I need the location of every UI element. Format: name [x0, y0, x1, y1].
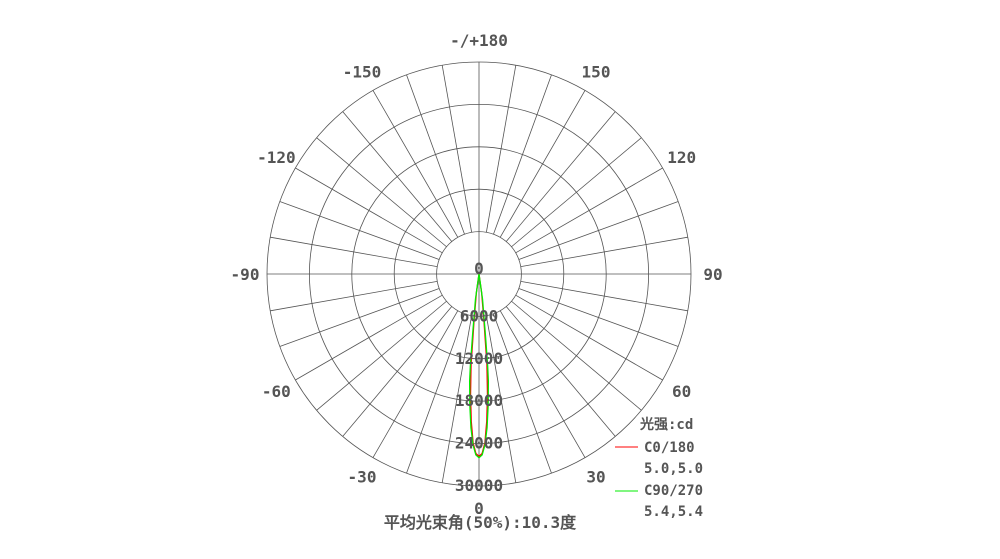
angle-label: -150 — [343, 62, 382, 81]
grid-spoke — [342, 111, 453, 242]
angle-label: 0 — [474, 499, 484, 518]
grid-spoke — [515, 167, 663, 254]
grid-spoke — [441, 65, 473, 233]
grid-spoke — [493, 74, 552, 235]
radial-tick-label: 18000 — [455, 391, 503, 410]
grid-spoke — [518, 288, 679, 347]
angle-label: 90 — [703, 265, 722, 284]
grid-spoke — [515, 294, 663, 381]
grid-spoke — [485, 65, 517, 233]
legend-series-c0-angles: 5.0,5.0 — [644, 461, 703, 477]
grid-spoke — [279, 288, 440, 347]
grid-spoke — [295, 167, 443, 254]
legend-series-c90-angles: 5.4,5.4 — [644, 504, 703, 520]
grid-spoke — [406, 313, 465, 474]
angle-label: 60 — [672, 382, 691, 401]
grid-spoke — [270, 236, 438, 268]
grid-spoke — [499, 310, 586, 458]
grid-spoke — [316, 300, 447, 411]
radial-tick-label: 0 — [474, 259, 484, 278]
grid-spoke — [511, 137, 642, 248]
radial-tick-label: 6000 — [460, 306, 499, 325]
grid-spoke — [518, 201, 679, 260]
grid-spoke — [270, 280, 438, 312]
legend-unit-label: 光强:cd — [639, 416, 693, 433]
grid-spoke — [505, 111, 616, 242]
radial-tick-label: 30000 — [455, 476, 503, 495]
grid-spoke — [520, 280, 688, 312]
legend-series-c90-name: C90/270 — [644, 483, 703, 499]
radial-tick-label: 12000 — [455, 349, 503, 368]
grid-spoke — [505, 306, 616, 437]
angle-label: 150 — [582, 62, 611, 81]
grid-spoke — [493, 313, 552, 474]
angle-labels: -/+180 150 120 90 60 30 0 -30 -60 -90 -120 -150 — [231, 31, 723, 518]
polar-grid — [266, 61, 692, 487]
radial-tick-label: 24000 — [455, 434, 503, 453]
angle-label: -/+180 — [450, 31, 508, 50]
grid-spoke — [372, 90, 459, 238]
grid-spoke — [372, 310, 459, 458]
chart-title: 平均光束角(50%):10.3度 — [384, 513, 577, 532]
grid-spoke — [520, 236, 688, 268]
grid-spoke — [295, 294, 443, 381]
series-curves — [468, 273, 490, 459]
radial-tick-labels: 0 6000 12000 18000 24000 30000 — [455, 259, 503, 495]
angle-label: -30 — [348, 468, 377, 487]
grid-spoke — [499, 90, 586, 238]
legend-series-c0-name: C0/180 — [644, 440, 695, 456]
angle-label: -60 — [262, 382, 291, 401]
grid-spoke — [342, 306, 453, 437]
legend: 光强:cd C0/180 5.0,5.0 C90/270 5.4,5.4 — [615, 416, 703, 520]
grid-spoke — [316, 137, 447, 248]
series-curve-1 — [468, 273, 490, 459]
grid-spoke — [406, 74, 465, 235]
grid-spoke — [441, 315, 473, 483]
grid-spoke — [279, 201, 440, 260]
grid-spoke — [511, 300, 642, 411]
angle-label: -90 — [231, 265, 260, 284]
angle-label: 30 — [586, 468, 605, 487]
angle-label: 120 — [667, 148, 696, 167]
grid-spoke — [485, 315, 517, 483]
angle-label: -120 — [257, 148, 296, 167]
